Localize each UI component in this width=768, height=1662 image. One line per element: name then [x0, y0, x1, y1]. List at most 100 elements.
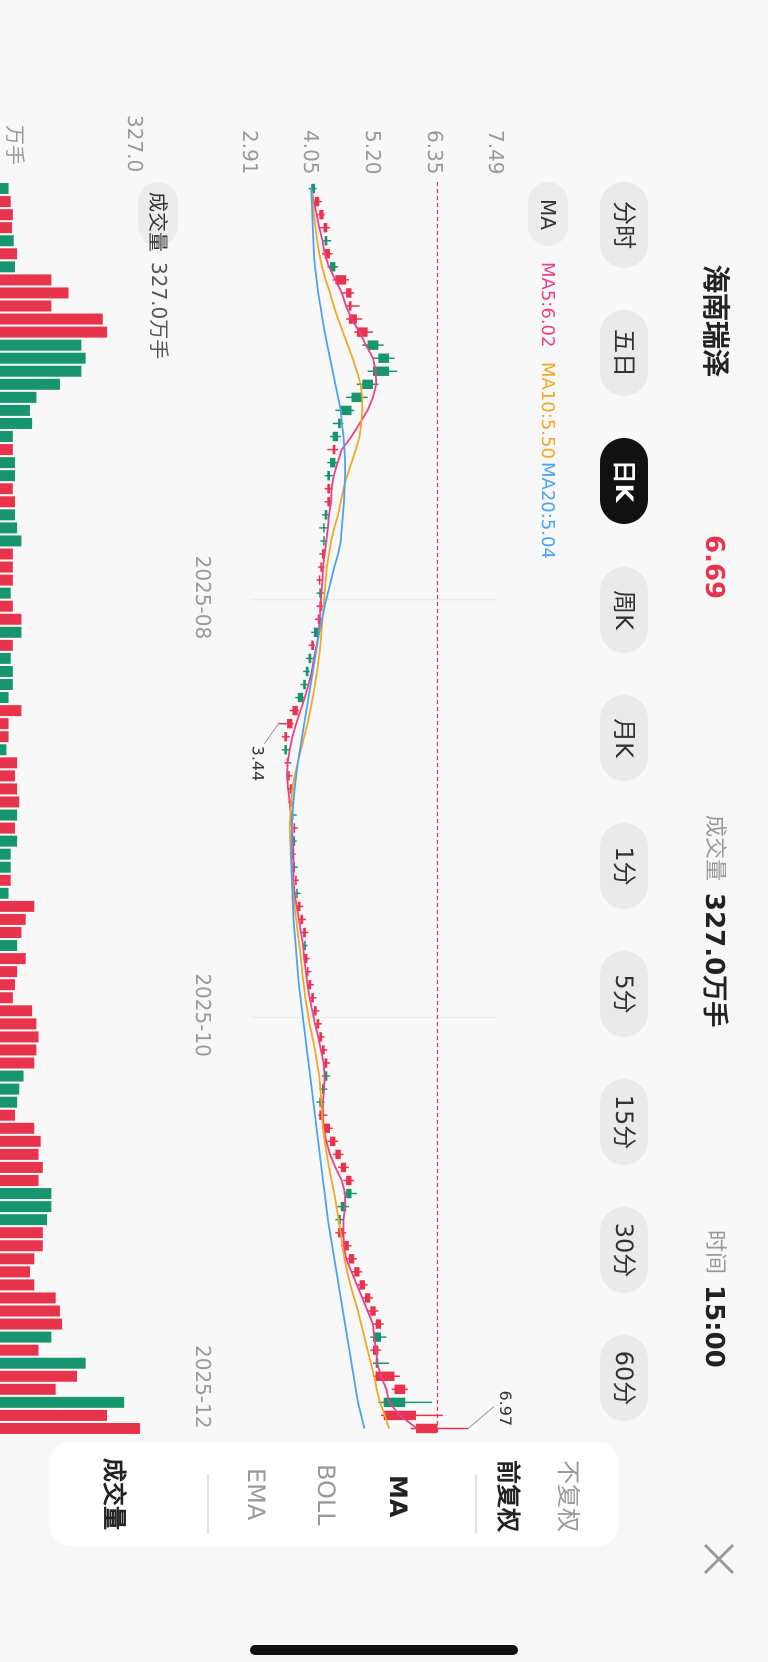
tab-label: 日K	[610, 460, 638, 504]
volume-bar	[0, 757, 18, 769]
volume-bar	[0, 1318, 63, 1330]
volume-bar	[0, 248, 18, 260]
tab-0[interactable]: 分时	[600, 182, 648, 268]
volume-bar	[0, 183, 9, 195]
candle	[373, 1371, 400, 1381]
candle-body	[323, 222, 328, 233]
tab-2[interactable]: 日K	[600, 438, 648, 524]
volume-bar	[0, 287, 69, 299]
volume-bar	[0, 705, 22, 717]
stock-name: 海南瑞泽	[699, 265, 732, 377]
candle	[370, 1332, 387, 1342]
volume-bar	[0, 1240, 43, 1252]
volume-bar	[0, 274, 52, 286]
tab-4[interactable]: 月K	[600, 695, 648, 781]
low-pointer	[264, 723, 279, 744]
ma5-line	[286, 188, 418, 1430]
volume-bar	[0, 679, 13, 690]
volume-bar	[0, 496, 15, 508]
candle	[281, 732, 290, 742]
volume-bar	[0, 378, 60, 390]
candle	[318, 1032, 325, 1042]
adjust-forward[interactable]: 前复权	[494, 1460, 522, 1532]
volume-bar	[0, 1031, 39, 1043]
ma10-legend: MA10:5.50	[537, 362, 558, 459]
ma5-legend: MA5:6.02	[537, 262, 558, 347]
candle	[295, 888, 301, 899]
volume-value: 327.0万手	[699, 893, 729, 1027]
tab-1[interactable]: 五日	[600, 310, 648, 396]
tab-6[interactable]: 5分	[600, 951, 648, 1037]
candle	[346, 1254, 357, 1264]
volume-pill[interactable]	[138, 182, 178, 246]
candle-body	[323, 536, 325, 546]
candle	[346, 392, 368, 403]
candle-body	[351, 392, 363, 403]
indicator-pill[interactable]	[528, 182, 568, 246]
candle	[321, 236, 332, 246]
tab-label: 15分	[610, 1095, 638, 1150]
candle	[343, 1175, 355, 1186]
candle-body	[316, 1019, 320, 1029]
ma-lines	[286, 188, 418, 1430]
volume-bar	[0, 391, 37, 403]
candle-body	[330, 1136, 336, 1147]
volume-bar	[0, 783, 18, 795]
candle	[319, 222, 331, 233]
tab-bg	[600, 1079, 648, 1165]
candle-body	[330, 262, 336, 272]
grid-lines	[250, 182, 496, 1435]
adjust-none[interactable]: 不复权	[554, 1460, 582, 1532]
tab-8[interactable]: 30分	[600, 1207, 648, 1293]
candle-body	[314, 196, 320, 207]
candle-body	[311, 640, 314, 651]
candle-body	[370, 1306, 376, 1316]
tab-bg	[600, 1335, 648, 1421]
candle	[330, 431, 341, 442]
candle-body	[346, 1175, 352, 1186]
indicator-boll[interactable]: BOLL	[312, 1464, 340, 1526]
tab-bg	[600, 310, 648, 396]
tab-5[interactable]: 1分	[600, 823, 648, 909]
volume-bar	[0, 613, 22, 625]
candle	[319, 523, 328, 533]
volume-bar	[0, 574, 13, 586]
ma20-line	[290, 188, 366, 1429]
candle	[367, 366, 398, 376]
volume-bar	[0, 483, 13, 495]
candle-body	[297, 692, 304, 703]
tab-7[interactable]: 15分	[600, 1079, 648, 1165]
candle-body	[303, 927, 306, 938]
volume-bar	[0, 652, 11, 664]
candle-body	[308, 653, 312, 664]
candle	[324, 497, 332, 507]
candle-body	[327, 470, 331, 481]
volume-indicator[interactable]: 成交量	[100, 1458, 128, 1530]
date-tick: 2025-08	[191, 556, 215, 640]
candle-body	[367, 340, 379, 350]
volume-bar	[0, 1227, 43, 1239]
candle	[381, 1410, 443, 1421]
tab-3[interactable]: 周K	[600, 567, 648, 653]
candle	[298, 914, 306, 925]
volume-bar	[0, 1279, 35, 1291]
volume-bar	[0, 1305, 60, 1317]
volume-bar	[0, 444, 13, 456]
candle-body	[335, 1149, 341, 1160]
volume-bar	[0, 1253, 35, 1265]
indicator-ema[interactable]: EMA	[242, 1468, 270, 1521]
close-icon[interactable]	[703, 1543, 735, 1575]
candle-body	[324, 1058, 328, 1068]
volume-bar	[0, 209, 13, 221]
volume-bar	[0, 522, 18, 534]
candle	[295, 692, 305, 703]
volume-bar	[0, 731, 9, 743]
candle-body	[332, 444, 336, 455]
indicator-ma[interactable]: MA	[384, 1475, 412, 1518]
volume-bar	[0, 626, 22, 638]
tab-9[interactable]: 60分	[600, 1335, 648, 1421]
candle-body	[287, 718, 293, 729]
candle-body	[303, 679, 306, 690]
